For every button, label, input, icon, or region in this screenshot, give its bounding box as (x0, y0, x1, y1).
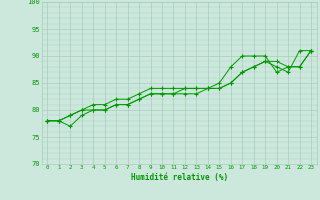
X-axis label: Humidité relative (%): Humidité relative (%) (131, 173, 228, 182)
